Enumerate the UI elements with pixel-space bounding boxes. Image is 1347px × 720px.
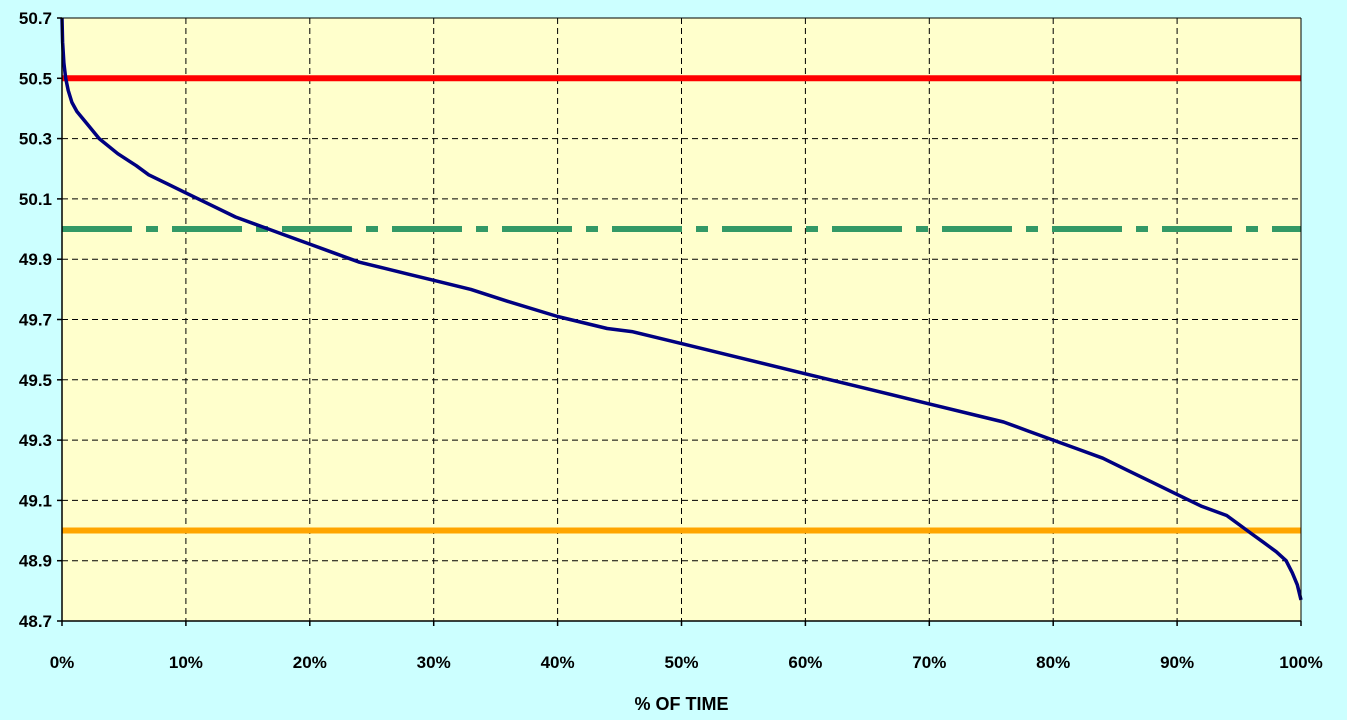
x-tick-label: 100% — [1279, 653, 1322, 672]
y-tick-label: 49.3 — [19, 431, 52, 450]
x-tick-label: 50% — [664, 653, 698, 672]
y-tick-label: 48.9 — [19, 552, 52, 571]
x-tick-label: 70% — [912, 653, 946, 672]
y-tick-labels: 48.7 48.9 49.1 49.3 49.5 49.7 49.9 50.1 50.3 50.5… — [19, 9, 52, 631]
y-tick-label: 49.5 — [19, 371, 52, 390]
x-tick-label: 30% — [417, 653, 451, 672]
x-tick-label: 60% — [788, 653, 822, 672]
y-tick-label: 49.7 — [19, 311, 52, 330]
y-tick-label: 48.7 — [19, 612, 52, 631]
y-tick-label: 50.5 — [19, 69, 52, 88]
y-tick-label: 50.1 — [19, 190, 52, 209]
x-tick-label: 20% — [293, 653, 327, 672]
x-tick-label: 10% — [169, 653, 203, 672]
duration-curve — [60, 17, 1303, 601]
y-tick-label: 50.7 — [19, 9, 52, 28]
x-axis-title: % OF TIME — [635, 694, 729, 714]
x-tick-label: 90% — [1160, 653, 1194, 672]
y-tick-label: 49.9 — [19, 250, 52, 269]
y-tick-label: 49.1 — [19, 491, 52, 510]
series-layer — [60, 17, 1303, 601]
axes — [57, 17, 1302, 626]
x-tick-label: 80% — [1036, 653, 1070, 672]
reference-lines — [62, 75, 1301, 534]
x-tick-labels: 0% 10% 20% 30% 40% 50% 60% 70% 80% 90% 100% — [50, 653, 1323, 672]
x-tick-label: 40% — [541, 653, 575, 672]
x-tick-label: 0% — [50, 653, 75, 672]
y-tick-label: 50.3 — [19, 130, 52, 149]
